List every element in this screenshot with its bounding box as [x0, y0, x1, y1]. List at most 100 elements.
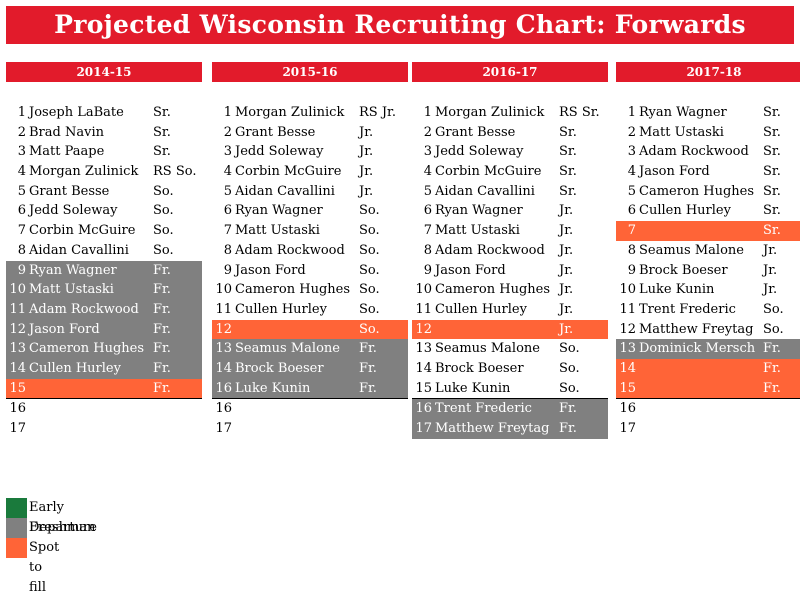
player-name: Cullen Hurley [435, 301, 527, 317]
player-name: Jason Ford [435, 262, 506, 278]
player-class: Fr. [153, 301, 171, 317]
player-name: Jason Ford [639, 164, 710, 180]
legend-label: Spot to fill [29, 540, 60, 595]
roster-row: 9 Jason Ford Jr. [412, 261, 608, 281]
player-class: So. [359, 203, 380, 219]
roster-number: 13 [9, 341, 26, 357]
player-name: Corbin McGuire [29, 223, 136, 239]
player-class: Sr. [763, 124, 781, 140]
player-name: Seamus Malone [435, 341, 540, 357]
season-column-2017-18: 2017-18 1 Ryan Wagner Sr. 2 Matt Ustaski Sr. 3 A… [616, 62, 800, 439]
season-header: 2017-18 [616, 62, 800, 82]
player-class: Jr. [359, 183, 374, 199]
player-class: Fr. [559, 421, 577, 436]
roster-row: 1 Ryan Wagner Sr. [616, 103, 800, 123]
player-name: Aidan Cavallini [29, 242, 129, 258]
player-class: Fr. [153, 282, 171, 298]
roster-number: 11 [9, 301, 26, 317]
roster-number: 14 [9, 360, 26, 376]
player-name: Corbin McGuire [235, 164, 342, 180]
roster-number: 7 [223, 223, 232, 239]
roster-list: 1 Morgan Zulinick RS Jr. 2 Grant Besse Jr. 3 Je… [212, 103, 408, 439]
roster-row: 13 Cameron Hughes Fr. [6, 339, 202, 359]
roster-number: 14 [215, 360, 232, 376]
roster-row: 10 Cameron Hughes So. [212, 280, 408, 300]
player-class: So. [359, 301, 380, 317]
player-class: Sr. [763, 203, 781, 219]
roster-number: 11 [619, 301, 636, 317]
roster-number: 17 [415, 421, 432, 436]
player-class: Jr. [559, 301, 574, 317]
season-column-2016-17: 2016-17 1 Morgan Zulinick RS Sr. 2 Grant Bess… [412, 62, 608, 439]
roster-row: 5 Aidan Cavallini Jr. [212, 182, 408, 202]
roster-row: 16 [616, 398, 800, 419]
season-column-2015-16: 2015-16 1 Morgan Zulinick RS Jr. 2 Grant Bess… [212, 62, 408, 439]
roster-number: 4 [627, 164, 636, 180]
roster-row: 6 Jedd Soleway So. [6, 201, 202, 221]
roster-row: 7 Matt Ustaski Jr. [412, 221, 608, 241]
roster-number: 9 [223, 262, 232, 278]
roster-row: 14 Brock Boeser Fr. [212, 358, 408, 379]
player-class: RS Jr. [359, 105, 396, 120]
roster-number: 17 [619, 421, 636, 436]
player-class: Jr. [559, 223, 574, 239]
player-class: Fr. [153, 360, 171, 376]
player-name: Morgan Zulinick [235, 105, 345, 120]
player-class: So. [359, 242, 380, 258]
player-name: Cameron Hughes [235, 282, 351, 298]
roster-row: 5 Aidan Cavallini Sr. [412, 182, 608, 202]
roster-row: 16 [6, 398, 202, 419]
player-class: Fr. [359, 341, 377, 357]
roster-number: 7 [423, 223, 432, 239]
player-name: Luke Kunin [639, 282, 715, 298]
roster-row: 10 Matt Ustaski Fr. [6, 280, 202, 300]
player-class: Jr. [559, 321, 574, 337]
roster-row: 11 Trent Frederic So. [616, 300, 800, 320]
roster-row: 7 Corbin McGuire So. [6, 221, 202, 241]
roster-number: 1 [223, 105, 232, 120]
roster-number: 6 [17, 203, 26, 219]
roster-number: 15 [415, 380, 432, 396]
roster-row: 4 Corbin McGuire Sr. [412, 162, 608, 182]
player-name: Matt Ustaski [29, 282, 114, 298]
player-class: Fr. [153, 262, 171, 278]
player-class: So. [153, 203, 174, 219]
roster-number: 8 [223, 242, 232, 258]
player-class: Jr. [359, 144, 374, 160]
player-class: Sr. [153, 105, 171, 120]
roster-row: 13 Seamus Malone So. [412, 339, 608, 359]
roster-number: 16 [619, 401, 636, 417]
roster-number: 11 [415, 301, 432, 317]
player-class: Fr. [763, 341, 781, 357]
player-name: Jedd Soleway [435, 144, 524, 160]
roster-row: 7 Matt Ustaski So. [212, 221, 408, 241]
player-name: Cameron Hughes [639, 183, 755, 199]
roster-row: 16 Trent Frederic Fr. [412, 398, 608, 419]
roster-row: 12 So. [212, 319, 408, 340]
roster-row: 6 Ryan Wagner So. [212, 201, 408, 221]
player-name: Brock Boeser [235, 360, 324, 376]
player-name: Matt Ustaski [235, 223, 320, 239]
player-class: Sr. [153, 124, 171, 140]
roster-number: 2 [17, 124, 26, 140]
roster-row: 5 Grant Besse So. [6, 182, 202, 202]
roster-list: 1 Ryan Wagner Sr. 2 Matt Ustaski Sr. 3 Adam Roc… [616, 103, 800, 439]
player-name: Matthew Freytag [639, 321, 754, 337]
roster-row: 15 Fr. [6, 378, 202, 399]
roster-number: 10 [415, 282, 432, 298]
roster-number: 14 [619, 360, 636, 376]
roster-row: 17 [212, 419, 408, 439]
player-class: Fr. [559, 401, 577, 417]
player-name: Aidan Cavallini [435, 183, 535, 199]
player-class: So. [359, 282, 380, 298]
roster-row: 4 Morgan Zulinick RS So. [6, 162, 202, 182]
roster-number: 12 [9, 321, 26, 337]
roster-number: 5 [423, 183, 432, 199]
roster-number: 1 [627, 105, 636, 120]
roster-number: 12 [619, 321, 636, 337]
player-class: So. [153, 223, 174, 239]
roster-number: 8 [17, 242, 26, 258]
roster-number: 6 [423, 203, 432, 219]
roster-row: 1 Morgan Zulinick RS Sr. [412, 103, 608, 123]
player-class: Fr. [763, 380, 781, 396]
